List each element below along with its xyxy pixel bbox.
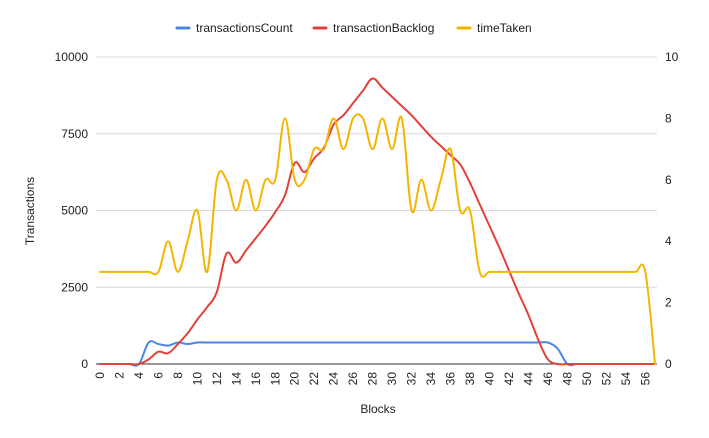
x-tick-label: 48 xyxy=(560,372,574,386)
y2-tick-label: 6 xyxy=(665,173,672,187)
x-tick-label: 36 xyxy=(444,372,458,386)
x-tick-label: 32 xyxy=(405,372,419,386)
y2-tick-label: 8 xyxy=(665,111,672,125)
x-tick-label: 52 xyxy=(599,372,613,386)
y-tick-label: 2500 xyxy=(61,280,88,294)
x-axis-ticks: 0 2 4 6 8 10 12 14 16 18 20 22 24 26 28 30 32 34 36 38 40 42 4… xyxy=(93,372,652,386)
x-tick-label: 18 xyxy=(268,372,282,386)
x-tick-label: 4 xyxy=(132,372,146,379)
legend-label-timeTaken: timeTaken xyxy=(477,21,532,35)
y2-tick-label: 4 xyxy=(665,234,672,248)
x-tick-label: 26 xyxy=(346,372,360,386)
x-tick-label: 50 xyxy=(580,372,594,386)
x-tick-label: 16 xyxy=(249,372,263,386)
legend: transactionsCount transactionBacklog timeT… xyxy=(175,21,532,35)
x-tick-label: 42 xyxy=(502,372,516,386)
x-tick-label: 10 xyxy=(190,372,204,386)
x-tick-label: 0 xyxy=(93,372,107,379)
x-tick-label: 56 xyxy=(638,372,652,386)
x-tick-label: 54 xyxy=(619,372,633,386)
x-tick-label: 44 xyxy=(521,372,535,386)
x-tick-label: 40 xyxy=(482,372,496,386)
series-line-transactionBacklog xyxy=(99,77,656,366)
y-axis-title: Transactions xyxy=(23,177,37,245)
legend-label-transactionBacklog: transactionBacklog xyxy=(333,21,434,35)
x-tick-label: 12 xyxy=(210,372,224,386)
x-tick-label: 24 xyxy=(327,372,341,386)
series-line-transactionsCount xyxy=(99,340,656,367)
y-tick-label: 5000 xyxy=(61,204,88,218)
x-tick-label: 2 xyxy=(112,372,126,379)
y-tick-label: 0 xyxy=(81,357,88,371)
x-axis-title: Blocks xyxy=(360,402,395,416)
series-lines xyxy=(99,77,656,367)
gridlines xyxy=(96,56,657,365)
x-tick-label: 34 xyxy=(424,372,438,386)
y-tick-label: 7500 xyxy=(61,127,88,141)
x-tick-label: 30 xyxy=(385,372,399,386)
series-line-timeTaken xyxy=(99,113,656,365)
y2-tick-label: 0 xyxy=(665,357,672,371)
legend-label-transactionsCount: transactionsCount xyxy=(196,21,293,35)
y2-axis-ticks: 0 2 4 6 8 10 xyxy=(665,50,679,371)
y2-tick-label: 10 xyxy=(665,50,679,64)
x-tick-label: 14 xyxy=(229,372,243,386)
y2-tick-label: 2 xyxy=(665,296,672,310)
x-tick-label: 6 xyxy=(151,372,165,379)
x-tick-label: 8 xyxy=(171,372,185,379)
x-tick-label: 22 xyxy=(307,372,321,386)
y-axis-ticks: 0 2500 5000 7500 10000 xyxy=(55,50,89,371)
x-tick-label: 46 xyxy=(541,372,555,386)
x-tick-label: 28 xyxy=(366,372,380,386)
y-tick-label: 10000 xyxy=(55,50,89,64)
x-tick-label: 20 xyxy=(288,372,302,386)
x-tick-label: 38 xyxy=(463,372,477,386)
